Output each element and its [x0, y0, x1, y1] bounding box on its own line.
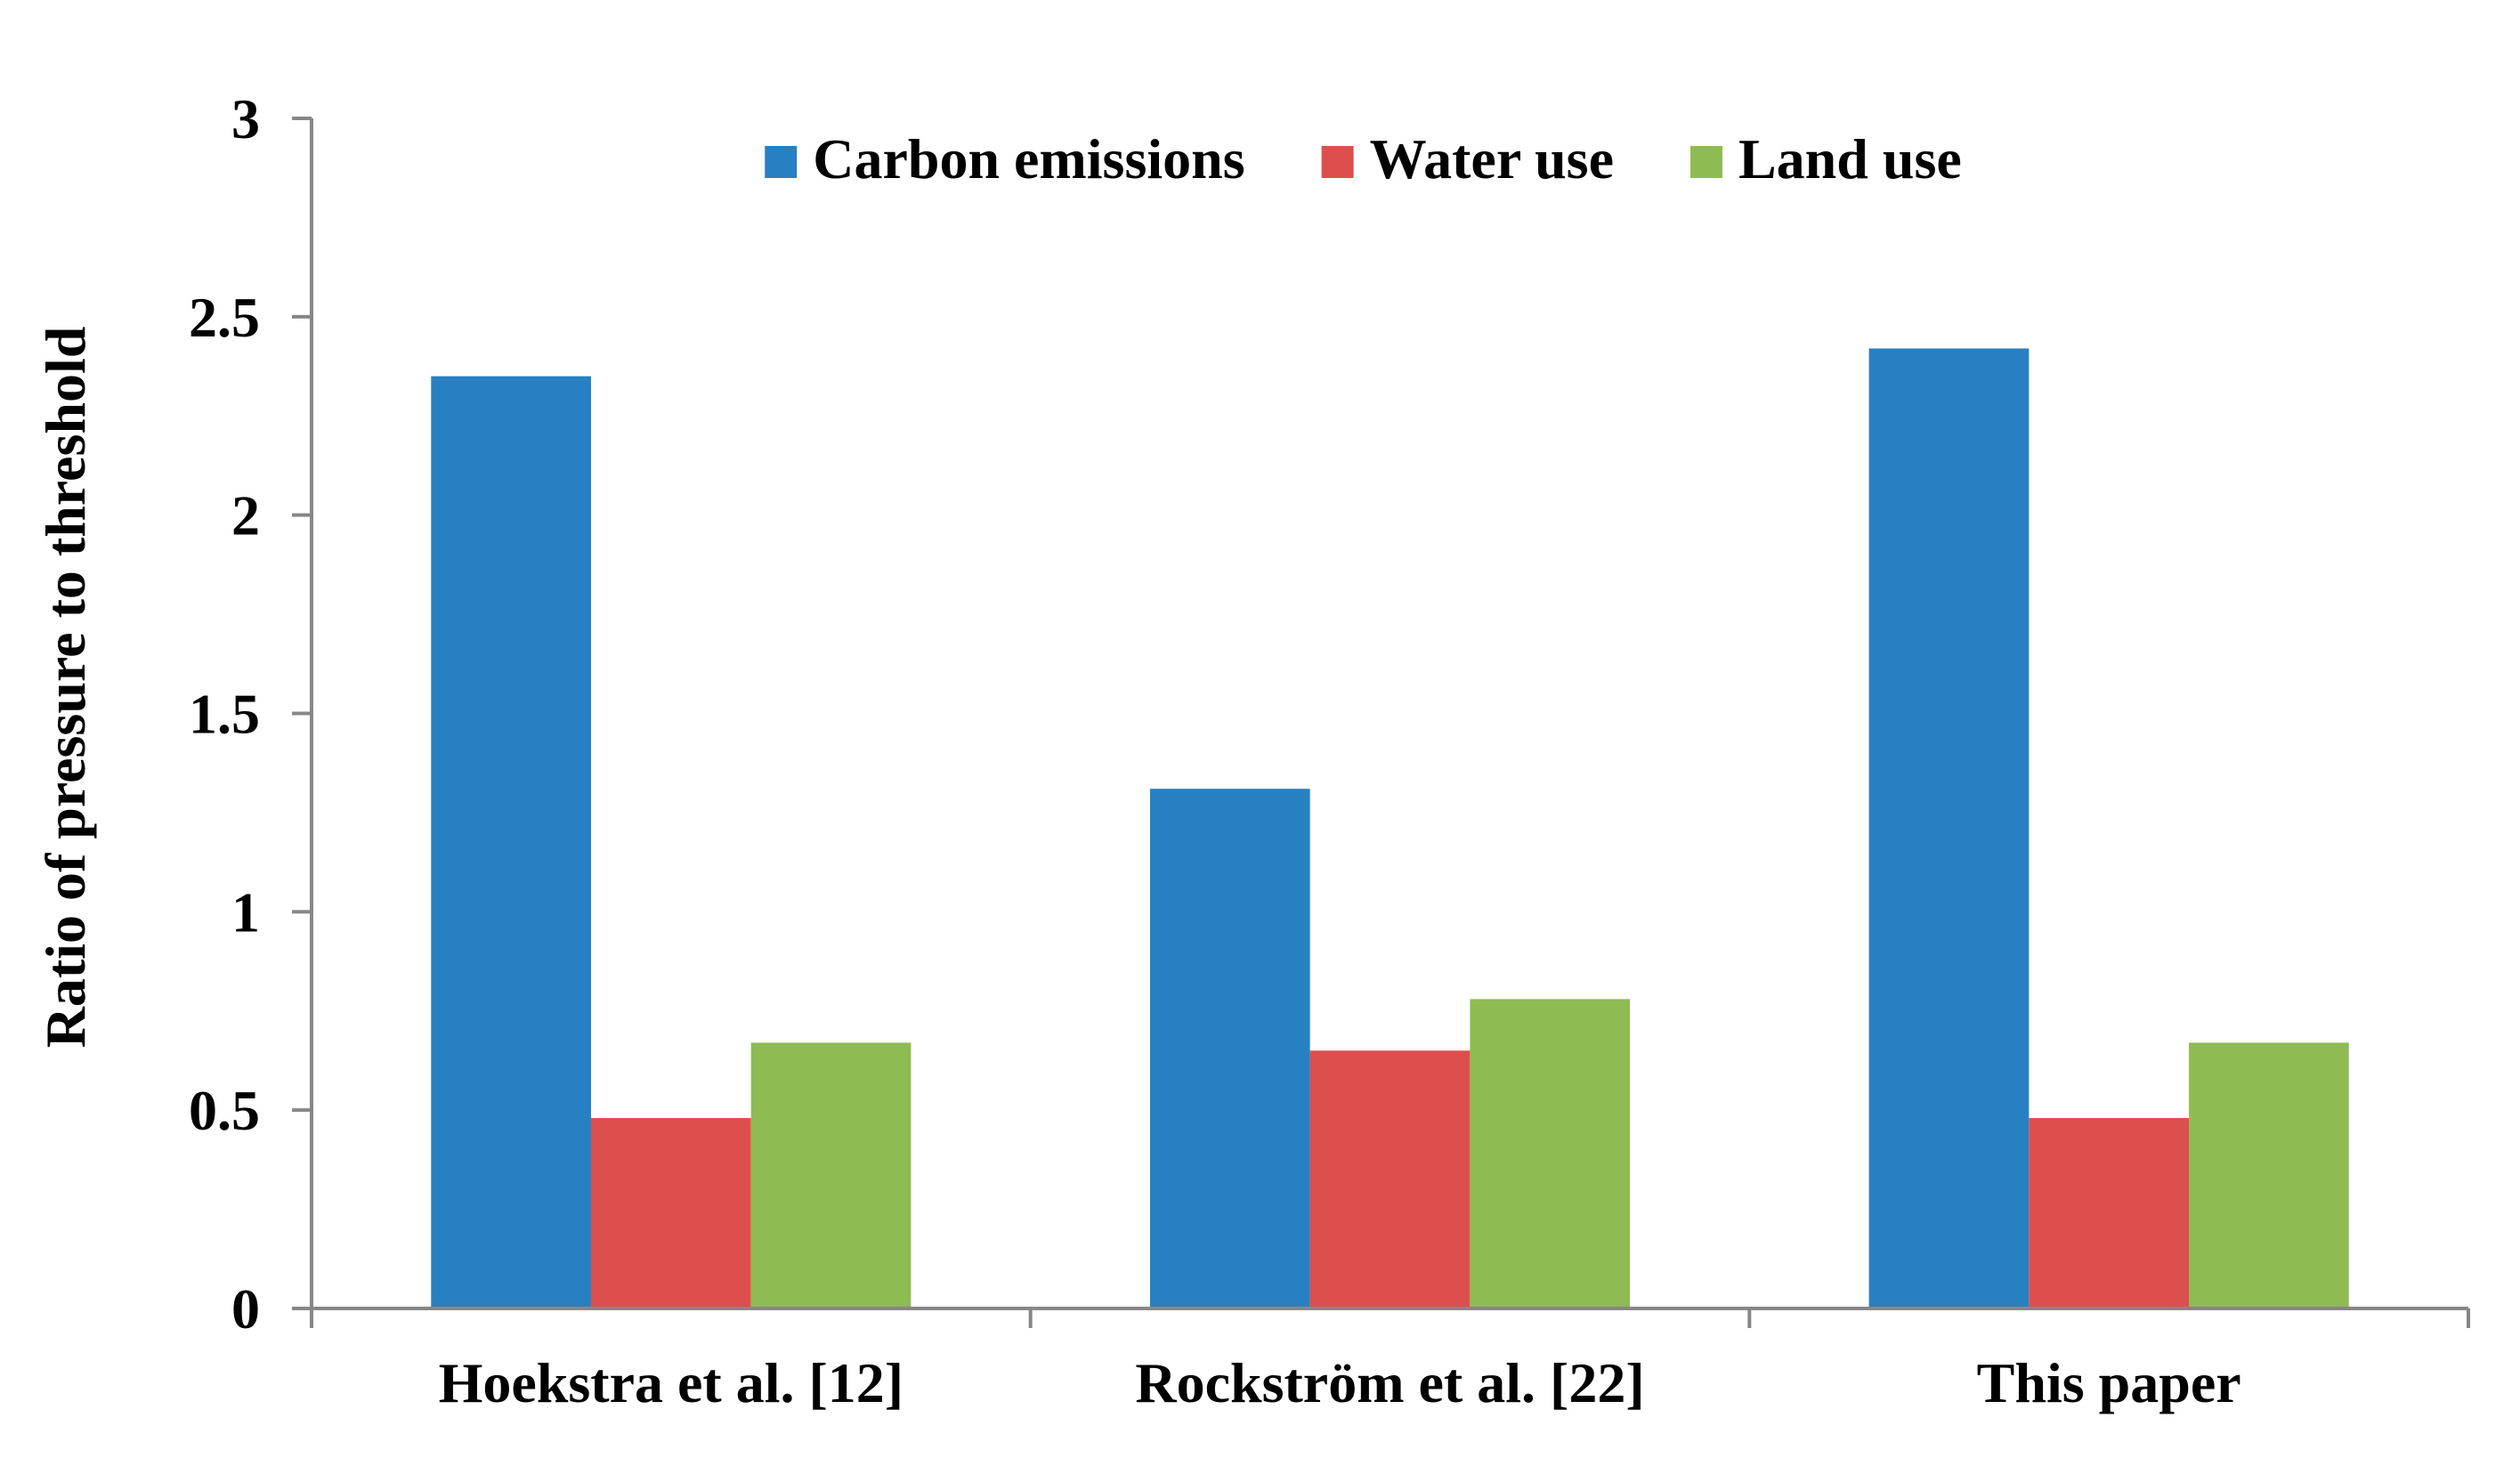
y-tick-label: 0.5	[189, 1079, 260, 1142]
y-tick-label: 0	[231, 1277, 260, 1340]
legend-item-carbon-emissions: Carbon emissions	[765, 127, 1245, 190]
bars-layer	[431, 348, 2349, 1308]
legend-swatch	[765, 146, 798, 178]
x-categories: Hoekstra et al. [12] Rockström et al. [22…	[310, 1308, 2470, 1414]
bar-carbon-emissions-rockstr-m-et-al-22	[1149, 789, 1310, 1308]
y-tick-label: 3	[231, 87, 260, 150]
bar-water-use-rockstr-m-et-al-22	[1309, 1050, 1471, 1308]
legend-label: Carbon emissions	[813, 127, 1244, 190]
y-axis-title: Ratio of pressure to threshold	[34, 327, 97, 1049]
bar-water-use-this-paper	[2029, 1118, 2190, 1308]
y-tick-label: 1	[231, 880, 260, 944]
bar-water-use-hoekstra-et-al-12	[590, 1118, 751, 1308]
y-ticks: 0 0.5 1 1.5 2 2.5 3	[189, 87, 312, 1340]
legend-item-land-use: Land use	[1689, 127, 1962, 190]
y-tick-label: 2.5	[189, 286, 260, 349]
legend-item-water-use: Water use	[1321, 127, 1614, 190]
x-category-label: Rockström et al. [22]	[1135, 1351, 1644, 1414]
legend-swatch	[1321, 146, 1354, 178]
y-tick-label: 2	[231, 484, 260, 547]
y-tick-label: 1.5	[189, 683, 260, 746]
bar-land-use-rockstr-m-et-al-22	[1470, 999, 1631, 1308]
bar-carbon-emissions-hoekstra-et-al-12	[431, 376, 591, 1308]
legend: Carbon emissions Water use Land use	[765, 127, 1962, 190]
bar-carbon-emissions-this-paper	[1868, 348, 2030, 1308]
bar-land-use-this-paper	[2189, 1042, 2349, 1308]
x-category-label: This paper	[1977, 1351, 2241, 1414]
legend-swatch	[1689, 146, 1722, 178]
legend-label: Water use	[1370, 127, 1614, 190]
bar-land-use-hoekstra-et-al-12	[750, 1042, 912, 1308]
x-category-label: Hoekstra et al. [12]	[439, 1351, 904, 1414]
legend-label: Land use	[1738, 127, 1962, 190]
